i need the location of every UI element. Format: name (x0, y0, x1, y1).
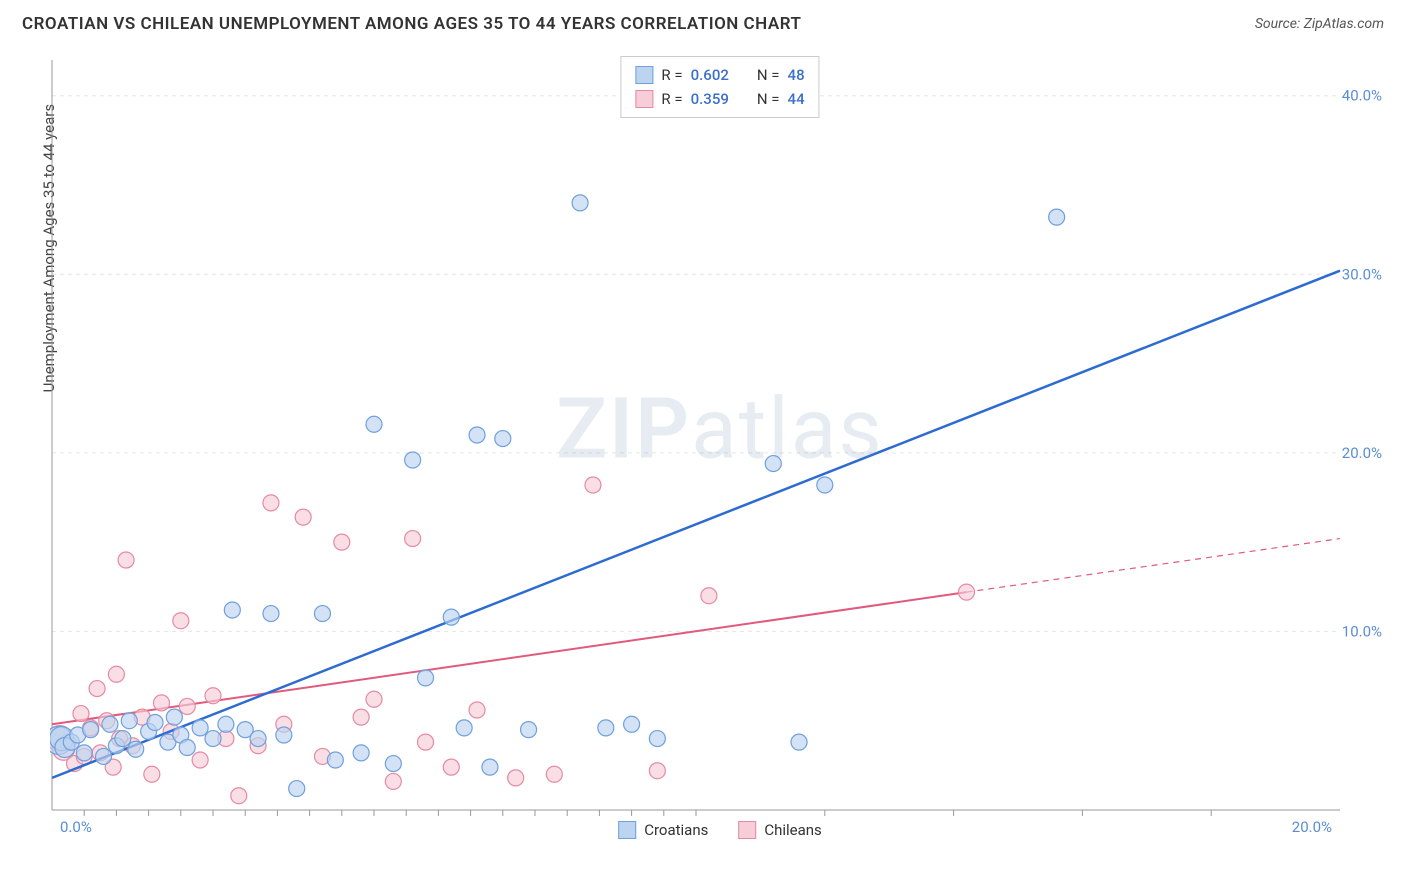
svg-text:40.0%: 40.0% (1342, 87, 1382, 105)
svg-text:0.0%: 0.0% (60, 818, 92, 836)
svg-text:30.0%: 30.0% (1342, 265, 1382, 283)
svg-text:20.0%: 20.0% (1292, 818, 1332, 836)
legend-item: Croatians (618, 818, 708, 842)
chart-title: CROATIAN VS CHILEAN UNEMPLOYMENT AMONG A… (22, 14, 801, 34)
svg-text:20.0%: 20.0% (1342, 444, 1382, 462)
chart-area: Unemployment Among Ages 35 to 44 years Z… (50, 50, 1390, 840)
source-attribution: Source: ZipAtlas.com (1255, 16, 1384, 32)
svg-text:10.0%: 10.0% (1342, 622, 1382, 640)
chart-header: CROATIAN VS CHILEAN UNEMPLOYMENT AMONG A… (0, 0, 1406, 42)
series-legend: Croatians Chileans (618, 818, 822, 842)
scatter-plot: 10.0% 20.0% 30.0% 40.0% 0.0% 20.0% (50, 50, 1390, 840)
correlation-legend: R = 0.602 N = 48 R = 0.359 N = 44 (620, 56, 819, 118)
legend-item: Chileans (738, 818, 821, 842)
